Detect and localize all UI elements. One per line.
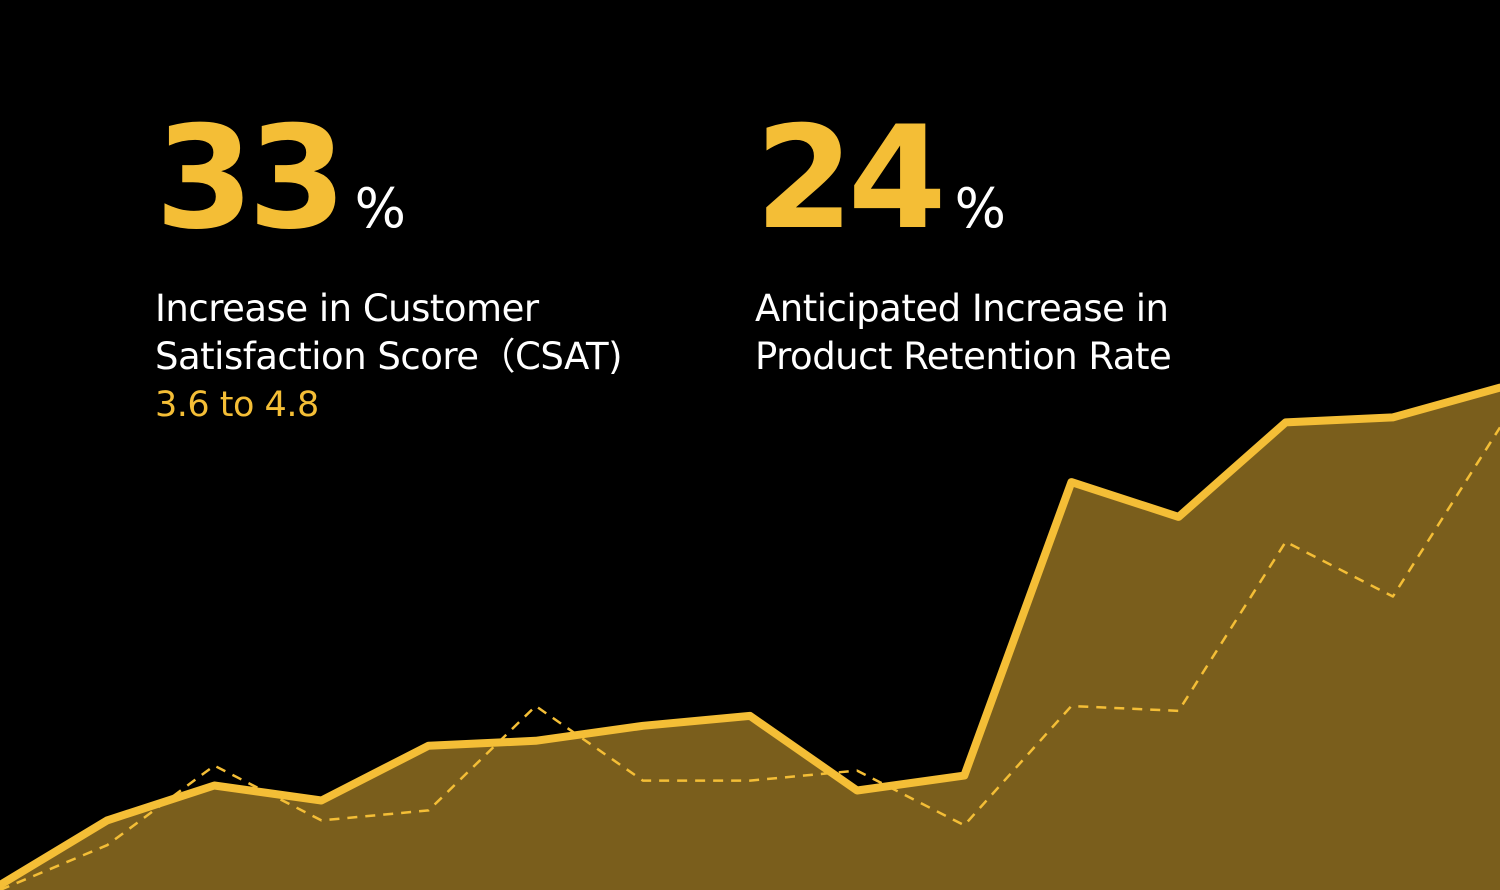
- stat-csat: 33 % Increase in Customer Satisfaction S…: [155, 108, 623, 429]
- chart-point-solid-2: [211, 783, 217, 789]
- chart-point-solid-1: [104, 817, 110, 823]
- chart-area-fill: [0, 387, 1500, 890]
- chart-series-solid-line: [0, 383, 1500, 889]
- stat-retention-label: Anticipated Increase in Product Retentio…: [755, 285, 1172, 381]
- stat-csat-label-line-1: Increase in Customer: [155, 287, 539, 330]
- chart-point-solid-3: [318, 798, 324, 804]
- chart-point-dashed-9: [962, 823, 966, 827]
- chart-dashed-layer: [0, 426, 1500, 890]
- chart-line-layer: [0, 383, 1500, 889]
- chart-point-solid-8: [854, 788, 860, 794]
- stat-csat-number: 33: [155, 96, 347, 261]
- chart-point-dashed-2: [212, 764, 216, 768]
- stat-csat-range: 3.6 to 4.8: [155, 385, 319, 425]
- chart-point-solid-5: [533, 738, 539, 744]
- chart-point-dashed-11: [1177, 709, 1181, 713]
- chart-point-dashed-12: [1284, 540, 1288, 544]
- chart-point-solid-4: [426, 743, 432, 749]
- chart-point-solid-6: [640, 723, 646, 729]
- chart-point-solid-12: [1283, 419, 1289, 425]
- chart-point-dashed-4: [427, 808, 431, 812]
- chart-point-dashed-5: [534, 704, 538, 708]
- stat-retention-value-row: 24 %: [755, 108, 1171, 250]
- stat-retention-percent-sign: %: [954, 177, 1006, 240]
- stat-retention-number: 24: [755, 96, 947, 261]
- chart-area-layer: [0, 387, 1500, 890]
- stat-csat-label: Increase in Customer Satisfaction Score（…: [155, 285, 623, 381]
- chart-point-dashed-1: [105, 843, 109, 847]
- stat-retention-label-line-1: Anticipated Increase in: [755, 287, 1169, 330]
- chart-point-solid-10: [1068, 479, 1074, 485]
- stat-csat-percent-sign: %: [354, 177, 406, 240]
- stat-retention-label-line-2: Product Retention Rate: [755, 335, 1172, 378]
- chart-point-solid-9: [961, 773, 967, 779]
- stat-retention: 24 % Anticipated Increase in Product Ret…: [755, 108, 1172, 381]
- chart-point-solid-13: [1390, 414, 1396, 420]
- chart-point-dashed-10: [1069, 704, 1073, 708]
- chart-point-dashed-7: [748, 779, 752, 783]
- chart-point-dashed-8: [855, 769, 859, 773]
- chart-point-solid-7: [747, 713, 753, 719]
- chart-point-dashed-3: [319, 818, 323, 822]
- chart-point-dashed-13: [1391, 595, 1395, 599]
- chart-point-dashed-6: [641, 779, 645, 783]
- stat-csat-value-row: 33 %: [155, 108, 622, 250]
- chart-point-solid-11: [1176, 514, 1182, 520]
- stat-csat-label-line-2: Satisfaction Score（CSAT): [155, 335, 623, 378]
- chart-series-dashed-line: [0, 426, 1500, 890]
